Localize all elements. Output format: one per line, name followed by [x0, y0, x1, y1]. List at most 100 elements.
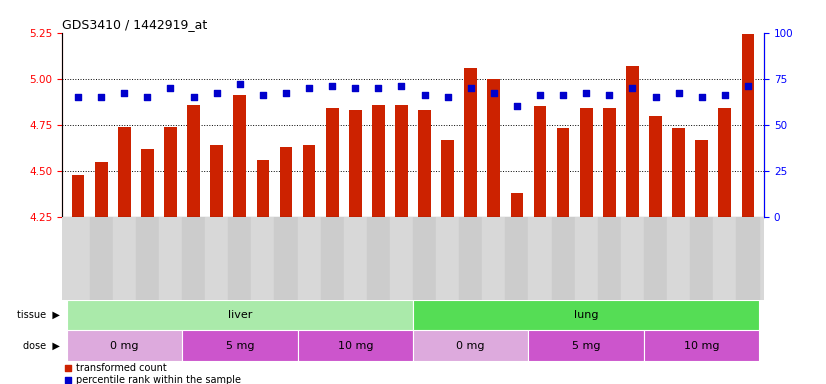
Text: lung: lung — [574, 310, 599, 320]
Bar — [487, 79, 501, 217]
Point — [718, 92, 731, 98]
Bar — [644, 217, 667, 300]
Bar — [742, 35, 754, 217]
Bar — [695, 139, 708, 217]
Bar — [349, 110, 362, 217]
Text: 5 mg: 5 mg — [225, 341, 254, 351]
Bar — [436, 217, 459, 300]
Text: 0 mg: 0 mg — [457, 341, 485, 351]
Point — [395, 83, 408, 89]
Bar — [164, 127, 177, 217]
Bar — [118, 127, 131, 217]
Bar — [320, 217, 344, 300]
Point — [325, 83, 339, 89]
Bar — [67, 300, 413, 330]
Bar — [280, 147, 292, 217]
Point — [140, 94, 154, 100]
Text: dose  ▶: dose ▶ — [22, 341, 59, 351]
Bar — [441, 139, 454, 217]
Point — [580, 90, 593, 96]
Bar — [413, 330, 529, 361]
Bar — [302, 145, 316, 217]
Point — [672, 90, 686, 96]
Bar — [135, 217, 159, 300]
Text: liver: liver — [228, 310, 252, 320]
Point — [626, 85, 639, 91]
Point — [510, 103, 524, 109]
Bar — [141, 149, 154, 217]
Bar — [257, 160, 269, 217]
Point — [534, 92, 547, 98]
Text: GDS3410 / 1442919_at: GDS3410 / 1442919_at — [62, 18, 207, 31]
Bar — [159, 217, 182, 300]
Text: tissue  ▶: tissue ▶ — [17, 310, 59, 320]
Bar — [534, 106, 546, 217]
Bar — [72, 175, 84, 217]
Point — [464, 85, 477, 91]
Bar — [482, 217, 506, 300]
Bar — [418, 110, 431, 217]
Bar — [211, 145, 223, 217]
Bar — [182, 217, 205, 300]
Point — [649, 94, 662, 100]
Point — [61, 377, 74, 383]
Bar — [713, 217, 736, 300]
Point — [441, 94, 454, 100]
Point — [187, 94, 200, 100]
Point — [487, 90, 501, 96]
Bar — [297, 217, 320, 300]
Bar — [95, 162, 107, 217]
Point — [695, 94, 709, 100]
Text: 10 mg: 10 mg — [684, 341, 719, 351]
Text: 0 mg: 0 mg — [110, 341, 139, 351]
Bar — [188, 104, 200, 217]
Point — [557, 92, 570, 98]
Bar — [510, 193, 524, 217]
Point — [72, 94, 85, 100]
Bar — [395, 104, 408, 217]
Bar — [672, 129, 685, 217]
Bar — [67, 217, 90, 300]
Point — [164, 85, 177, 91]
Point — [302, 85, 316, 91]
Bar — [113, 217, 135, 300]
Point — [61, 365, 74, 371]
Bar — [575, 217, 598, 300]
Bar — [644, 330, 759, 361]
Bar — [580, 108, 592, 217]
Point — [256, 92, 269, 98]
Bar — [413, 300, 759, 330]
Point — [603, 92, 616, 98]
Bar — [621, 217, 644, 300]
Bar — [325, 108, 339, 217]
Bar — [390, 217, 413, 300]
Bar — [506, 217, 529, 300]
Text: 10 mg: 10 mg — [338, 341, 373, 351]
Bar — [598, 217, 621, 300]
Bar — [205, 217, 228, 300]
Point — [95, 94, 108, 100]
Bar — [459, 217, 482, 300]
Bar — [529, 330, 644, 361]
Bar — [552, 217, 575, 300]
Bar — [251, 217, 274, 300]
Point — [233, 81, 246, 87]
Point — [349, 85, 362, 91]
Bar — [413, 217, 436, 300]
Bar — [557, 129, 569, 217]
Bar — [719, 108, 731, 217]
Bar — [367, 217, 390, 300]
Text: transformed count: transformed count — [76, 363, 167, 373]
Bar — [344, 217, 367, 300]
Bar — [372, 104, 385, 217]
Bar — [90, 217, 113, 300]
Bar — [67, 330, 182, 361]
Bar — [274, 217, 297, 300]
Point — [372, 85, 385, 91]
Bar — [234, 95, 246, 217]
Bar — [626, 66, 638, 217]
Bar — [228, 217, 251, 300]
Bar — [297, 330, 413, 361]
Bar — [736, 217, 759, 300]
Bar — [182, 330, 297, 361]
